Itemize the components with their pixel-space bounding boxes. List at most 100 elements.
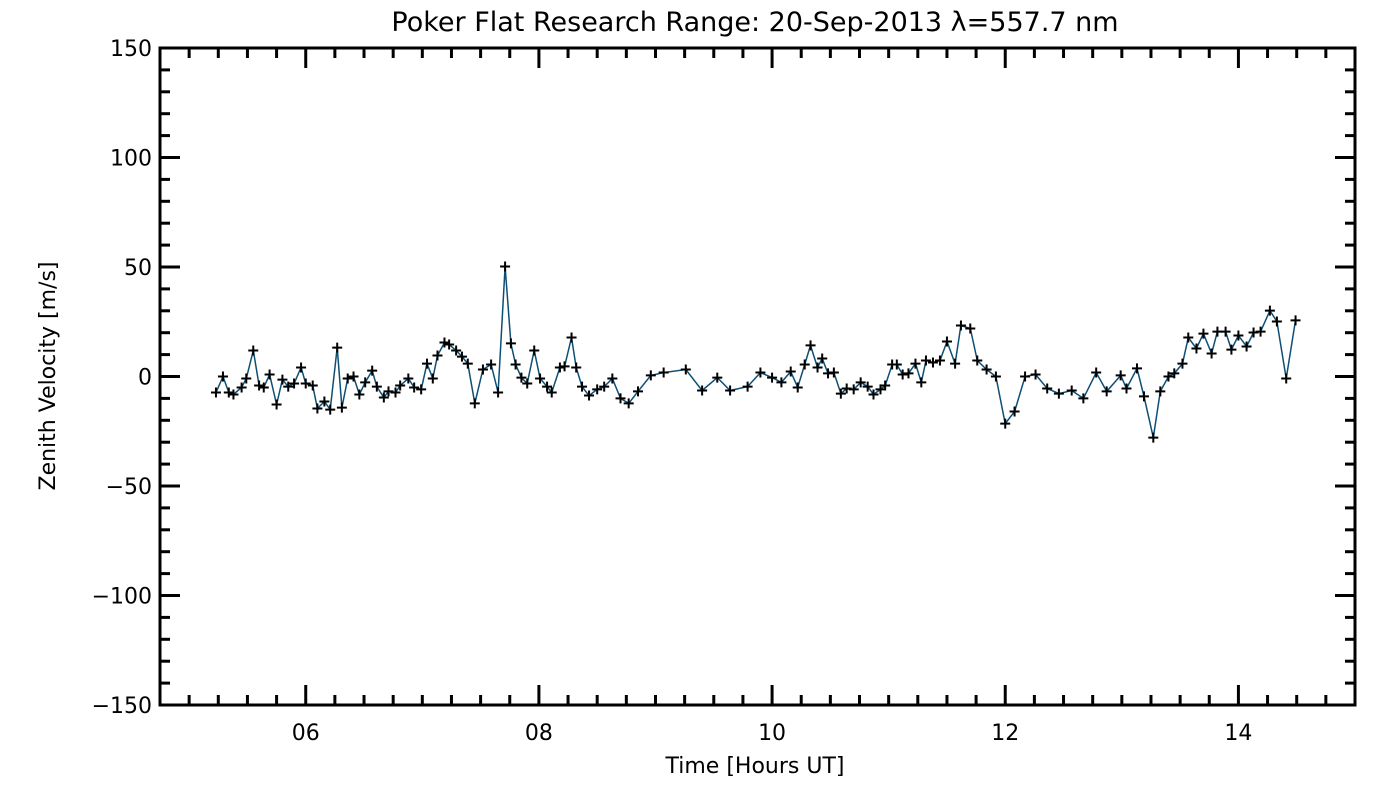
series-line (215, 266, 1297, 438)
data-point-marker (805, 340, 816, 351)
data-point-marker (1271, 316, 1282, 327)
data-point-marker (477, 364, 488, 375)
data-point-marker (241, 373, 252, 384)
x-tick-label: 14 (1224, 721, 1252, 746)
data-point-marker (390, 387, 401, 398)
data-point-marker (223, 387, 234, 398)
data-point-marker (920, 355, 931, 366)
data-point-marker (623, 398, 634, 409)
data-point-marker (785, 366, 796, 377)
data-point-marker (1066, 385, 1077, 396)
data-point-marker (742, 381, 753, 392)
data-point-marker (755, 367, 766, 378)
data-point-marker (325, 404, 336, 415)
data-point-marker (1191, 343, 1202, 354)
data-point-marker (910, 358, 921, 369)
data-point-marker (1255, 326, 1266, 337)
data-point-marker (486, 359, 497, 370)
data-point-marker (367, 365, 378, 376)
data-point-marker (1148, 432, 1159, 443)
data-point-marker (248, 345, 259, 356)
data-point-marker (421, 358, 432, 369)
data-point-marker (1163, 371, 1174, 382)
data-point-marker (451, 345, 462, 356)
data-point-marker (1155, 386, 1166, 397)
data-point-marker (1020, 371, 1031, 382)
data-point-marker (312, 403, 323, 414)
data-point-marker (469, 398, 480, 409)
y-tick-label: 150 (110, 37, 152, 62)
data-point-marker (409, 382, 420, 393)
data-point-marker (360, 377, 371, 388)
data-point-marker (210, 387, 221, 398)
data-point-marker (510, 359, 521, 370)
data-point-marker (955, 320, 966, 331)
data-point-marker (828, 367, 839, 378)
data-markers (210, 261, 1301, 443)
data-point-marker (271, 399, 282, 410)
data-point-marker (1281, 373, 1292, 384)
data-point-marker (1220, 326, 1231, 337)
data-point-marker (1000, 418, 1011, 429)
data-point-marker (712, 372, 723, 383)
data-point-marker (264, 369, 275, 380)
data-point-marker (941, 336, 952, 347)
x-tick-labels: 06 08 10 12 14 (292, 721, 1253, 746)
data-point-marker (897, 369, 908, 380)
data-point-marker (416, 384, 427, 395)
data-point-marker (332, 342, 343, 353)
data-point-marker (577, 381, 588, 392)
data-point-marker (855, 377, 866, 388)
data-point-marker (427, 373, 438, 384)
data-point-marker (817, 353, 828, 364)
data-point-marker (799, 359, 810, 370)
data-point-marker (950, 358, 961, 369)
data-point-marker (1131, 363, 1142, 374)
data-point-marker (972, 355, 983, 366)
data-point-marker (289, 378, 300, 389)
data-point-marker (283, 381, 294, 392)
data-point-marker (1233, 330, 1244, 341)
x-tick-label: 06 (292, 721, 320, 746)
y-tick-label: −150 (92, 694, 152, 719)
data-point-marker (1206, 348, 1217, 359)
x-tick-label: 08 (525, 721, 553, 746)
data-point-marker (645, 370, 656, 381)
data-point-marker (535, 373, 546, 384)
y-tick-labels: −150 −100 −50 0 50 100 150 (92, 37, 152, 719)
data-point-marker (868, 389, 879, 400)
data-point-marker (776, 377, 787, 388)
data-point-marker (444, 339, 455, 350)
data-point-marker (500, 261, 511, 272)
y-tick-label: −100 (92, 585, 152, 610)
y-axis-label: Zenith Velocity [m/s] (36, 262, 61, 491)
data-point-marker (336, 402, 347, 413)
data-point-marker (1121, 383, 1132, 394)
data-point-marker (236, 382, 247, 393)
data-point-marker (1091, 367, 1102, 378)
data-point-marker (835, 388, 846, 399)
data-point-marker (522, 378, 533, 389)
data-point-marker (228, 389, 239, 400)
data-point-marker (592, 384, 603, 395)
data-point-marker (697, 385, 708, 396)
data-point-marker (1290, 315, 1301, 326)
data-point-marker (1177, 358, 1188, 369)
data-point-marker (599, 381, 610, 392)
data-point-marker (319, 396, 330, 407)
axis-ticks (158, 46, 1357, 707)
data-point-marker (1138, 391, 1149, 402)
data-point-marker (559, 361, 570, 372)
data-point-marker (566, 332, 577, 343)
data-point-marker (633, 386, 643, 397)
data-point-marker (342, 373, 353, 384)
data-point-marker (258, 382, 269, 393)
data-point-marker (354, 389, 365, 400)
data-point-marker (1053, 388, 1064, 399)
data-point-marker (462, 358, 473, 369)
data-point-marker (529, 345, 540, 356)
data-point-marker (680, 364, 691, 375)
data-point-marker (432, 350, 443, 361)
data-point-marker (725, 385, 736, 396)
data-point-marker (378, 392, 389, 403)
